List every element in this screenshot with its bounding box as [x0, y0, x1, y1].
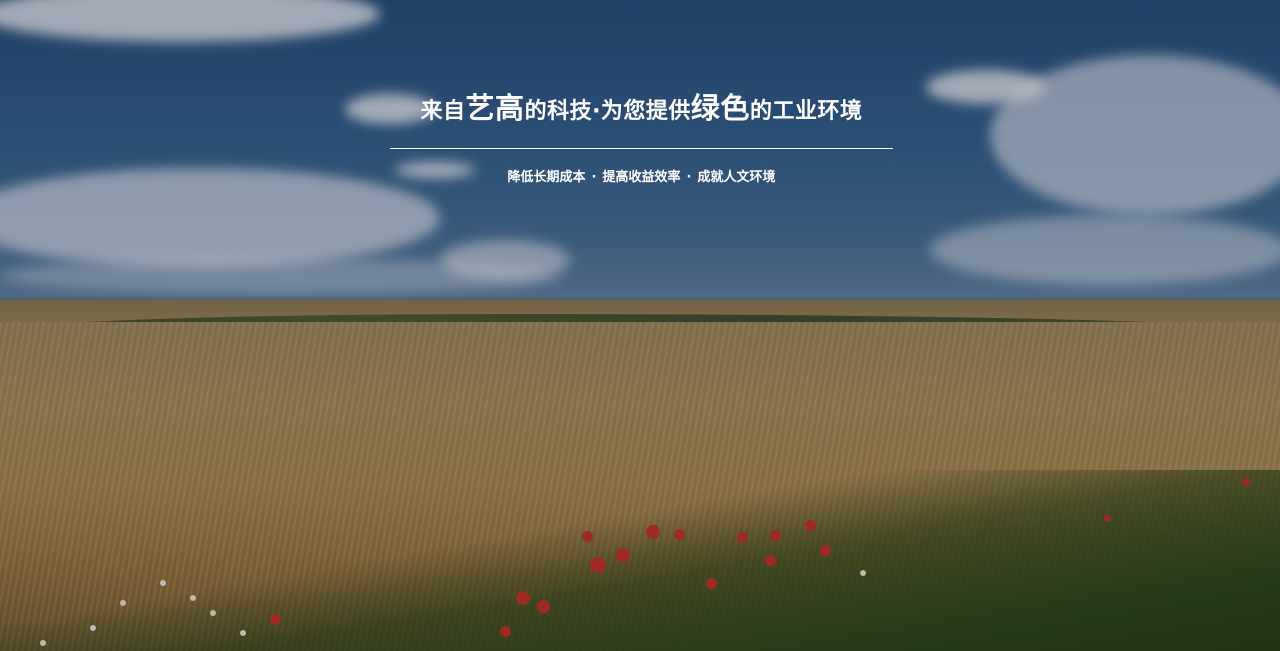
daisy-flower [90, 625, 96, 631]
headline-brand: 艺高 [465, 91, 525, 125]
headline-part-2: 的科技·为您提供 [524, 99, 691, 124]
poppy-flower [820, 545, 831, 556]
poppy-flower [805, 520, 816, 531]
daisy-flower [240, 630, 246, 636]
subline-item-3: 成就人文环境 [697, 170, 776, 185]
poppy-flower [737, 532, 748, 543]
poppy-flower [706, 578, 717, 589]
poppy-flower [770, 530, 781, 541]
daisy-flower [860, 570, 866, 576]
daisy-flower [190, 595, 196, 601]
daisy-flower [120, 600, 126, 606]
poppy-flower [500, 626, 511, 637]
headline: 来自艺高的科技·为您提供绿色的工业环境 [390, 84, 893, 132]
grass-foreground [0, 470, 1280, 651]
poppy-flower [646, 525, 660, 539]
cloud [930, 215, 1280, 285]
subline-separator: · [591, 170, 597, 185]
subline: 降低长期成本 · 提高收益效率 · 成就人文环境 [390, 169, 893, 187]
poppy-flower [270, 614, 281, 625]
subline-item-2: 提高收益效率 [602, 170, 681, 185]
poppy-flower [582, 531, 593, 542]
cloud [440, 240, 570, 280]
poppy-flower [616, 548, 630, 562]
daisy-flower [40, 640, 46, 646]
daisy-flower [210, 610, 216, 616]
daisy-flower [160, 580, 166, 586]
banner-text: 来自艺高的科技·为您提供绿色的工业环境 降低长期成本 · 提高收益效率 · 成就人文环境 [390, 84, 893, 187]
cloud [0, 168, 440, 268]
headline-accent: 绿色 [690, 91, 750, 125]
cloud [345, 94, 435, 124]
poppy-flower [516, 591, 530, 605]
headline-part-1: 来自 [420, 99, 466, 124]
poppy-flower [537, 600, 550, 613]
subline-item-1: 降低长期成本 [507, 170, 586, 185]
poppy-flower [765, 555, 776, 566]
cloud [990, 55, 1280, 215]
poppy-flower [674, 529, 685, 540]
headline-part-3: 的工业环境 [749, 99, 863, 124]
divider-line [390, 148, 893, 149]
poppy-flower [590, 557, 606, 573]
poppy-flower [1104, 515, 1111, 522]
poppy-flower [1242, 478, 1250, 486]
cloud [0, 258, 560, 294]
cloud [395, 162, 475, 178]
subline-separator: · [686, 170, 692, 185]
